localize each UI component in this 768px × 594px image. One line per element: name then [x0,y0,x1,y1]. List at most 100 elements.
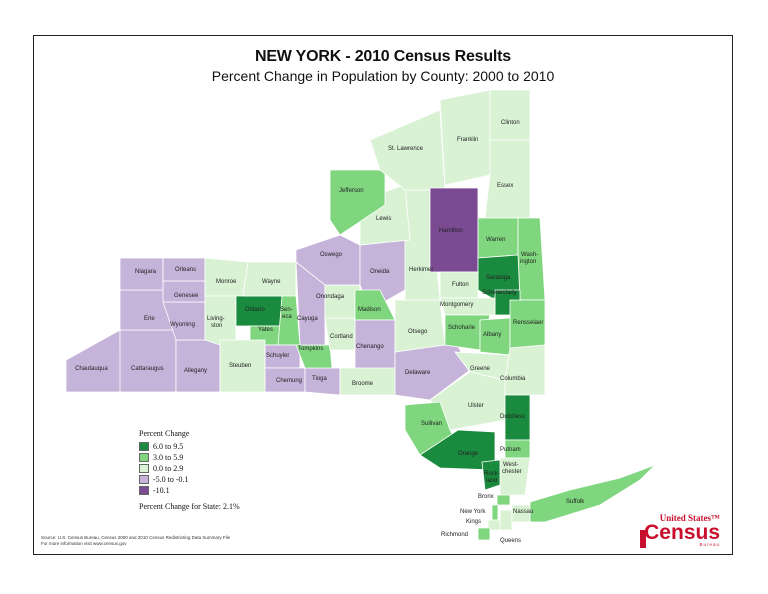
label-niagara: Niagara [135,269,157,275]
label-clinton: Clinton [501,120,520,126]
label-orleans: Orleans [175,267,196,273]
legend-label: -5.0 to -0.1 [153,475,189,484]
label-chautauqua: Chautauqua [75,366,108,372]
label-cayuga: Cayuga [297,316,318,322]
map-title: NEW YORK - 2010 Census Results [254,48,511,65]
label-genesee: Genesee [174,293,199,299]
county-montgomery [439,297,496,316]
label-st-lawrence: St. Lawrence [388,146,424,152]
label-madison: Madison [358,307,381,313]
label-otsego: Otsego [408,329,428,335]
label-livingston-2: ston [211,323,222,329]
label-dutchess: Dutchess [500,414,525,420]
label-herkimer: Herkimer [409,267,433,273]
label-oswego: Oswego [320,252,343,258]
label-franklin: Franklin [457,137,478,143]
legend-label: 6.0 to 9.5 [153,442,184,451]
label-oneida: Oneida [370,269,390,275]
label-orange: Orange [458,451,479,457]
map-subtitle: Percent Change in Population by County: … [211,68,555,84]
label-rockland-2: land [486,478,497,484]
label-new-york: New York [460,509,486,515]
source-line: Source: U.S. Census Bureau, Census 2000 … [41,535,231,540]
label-schenectady: Schenectady [482,290,517,296]
legend-label: -10.1 [153,486,170,495]
label-onondaga: Onondaga [316,294,345,300]
legend: Percent Change 6.0 to 9.5 3.0 to 5.9 0.0… [139,429,240,511]
label-rensselaer: Rensselaer [513,320,543,326]
county-richmond [477,527,491,541]
label-westchester: West- [503,462,519,468]
county-suffolk [529,464,656,523]
county-monroe [204,257,249,297]
label-warren: Warren [486,237,505,243]
logo-line1: United States™ [659,513,720,523]
label-nassau: Nassau [513,509,533,515]
label-greene: Greene [470,366,491,372]
label-kings: Kings [466,519,481,525]
logo-line2: Census [644,521,720,544]
county-chautauqua [65,329,122,393]
county-bronx [496,494,511,506]
label-sullivan: Sullivan [421,421,442,427]
county-otsego [394,299,446,353]
county-new-york [491,504,499,521]
label-steuben: Steuben [229,363,251,369]
county-rockland [481,459,501,491]
label-schoharie: Schoharie [448,325,476,331]
legend-swatch [139,486,149,495]
county-columbia [504,344,546,396]
label-montgomery: Montgomery [440,302,473,308]
label-livingston: Living- [207,316,225,322]
legend-item: -5.0 to -0.1 [139,474,240,485]
county-allegany [175,339,221,393]
label-saratoga: Saratoga [486,275,511,281]
label-yates: Yates [258,327,273,333]
label-ontario: Ontario [245,307,265,313]
label-erie: Erie [144,316,155,322]
county-essex [484,139,531,219]
label-cortland: Cortland [330,334,353,340]
label-essex: Essex [497,183,513,189]
logo-line3: Bureau [699,542,720,547]
legend-label: 0.0 to 2.9 [153,464,184,473]
label-schuyler: Schuyler [266,353,289,359]
label-lewis: Lewis [376,216,391,222]
legend-swatch [139,453,149,462]
label-suffolk: Suffolk [566,499,585,505]
label-wayne: Wayne [262,279,281,285]
legend-label: 3.0 to 5.9 [153,453,184,462]
county-queens [499,509,513,531]
label-westchester-2: chester [502,469,522,475]
label-putnam: Putnam [500,447,521,453]
label-queens: Queens [500,538,521,544]
label-delaware: Delaware [405,370,431,376]
label-fulton: Fulton [452,282,469,288]
county-labels: Chautauqua Cattaraugus Allegany Erie Wyo… [75,120,585,544]
label-bronx: Bronx [478,494,494,500]
legend-title: Percent Change [139,429,190,438]
legend-swatch [139,464,149,473]
legend-item: 3.0 to 5.9 [139,452,240,463]
label-hamilton: Hamilton [439,228,463,234]
label-seneca: Sen- [280,307,293,313]
source-note: Source: U.S. Census Bureau, Census 2000 … [41,535,230,547]
label-broome: Broome [352,381,374,387]
legend-item: -10.1 [139,485,240,496]
label-jefferson: Jefferson [339,188,364,194]
label-tompkins: Tompkins [298,346,323,352]
county-jefferson [329,169,386,236]
label-monroe: Monroe [216,279,237,285]
label-columbia: Columbia [500,376,526,382]
label-chenango: Chenango [356,344,384,350]
label-ulster: Ulster [468,403,484,409]
label-chemung: Chemung [276,378,302,384]
county-orange [419,429,496,471]
county-cattaraugus [119,329,177,393]
label-allegany: Allegany [184,368,207,374]
label-richmond: Richmond [441,532,468,538]
legend-swatch [139,442,149,451]
label-cattaraugus: Cattaraugus [131,366,164,372]
census-logo: United States™ Census Bureau [640,513,720,548]
